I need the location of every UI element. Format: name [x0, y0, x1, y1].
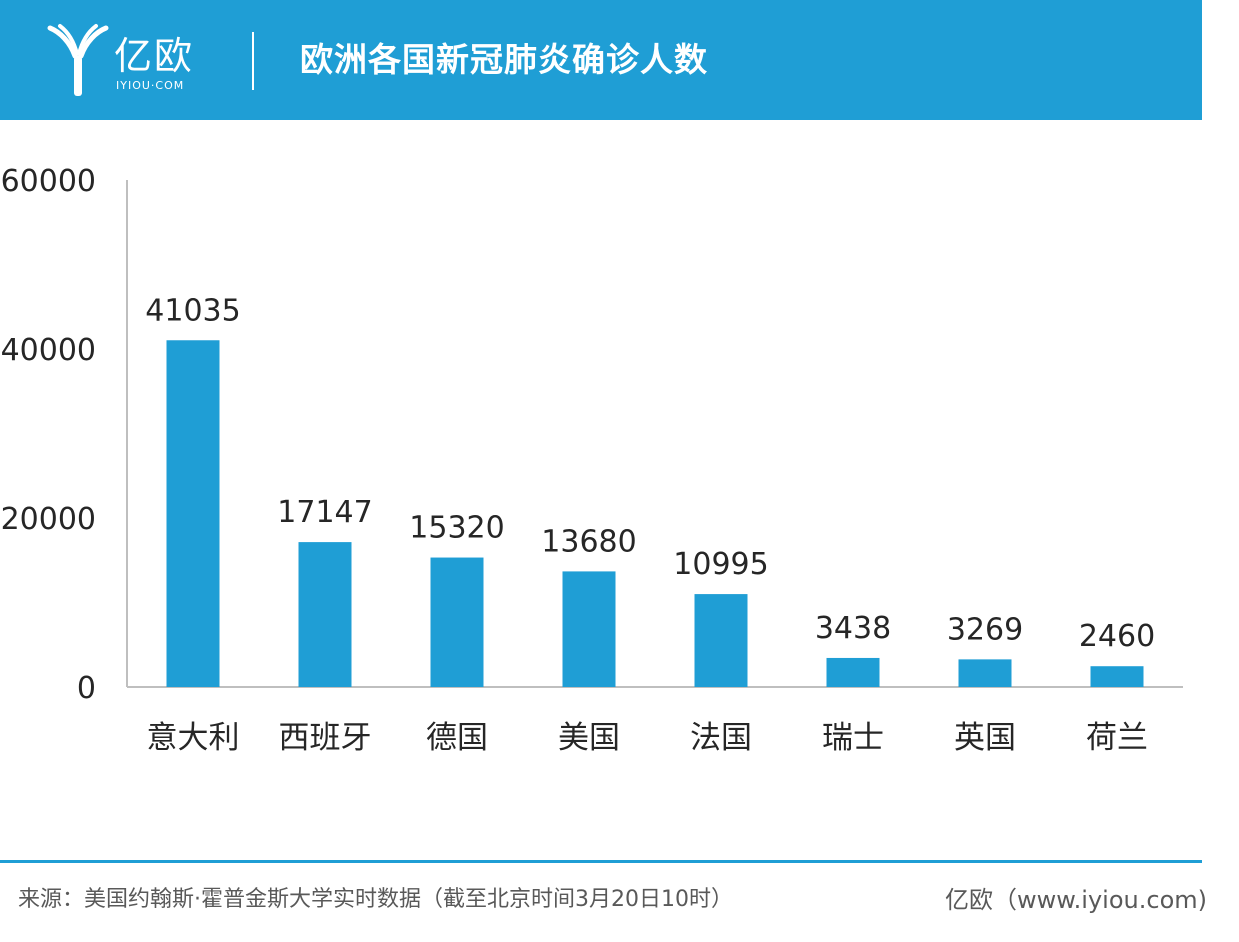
bar-德国[interactable] — [430, 557, 484, 687]
header-divider — [252, 32, 254, 90]
chart-title: 欧洲各国新冠肺炎确诊人数 — [300, 40, 708, 79]
bar-西班牙[interactable] — [298, 542, 352, 687]
data-label: 3269 — [947, 612, 1023, 647]
data-label: 2460 — [1079, 619, 1155, 654]
logo-domain: IYIOU·COM — [116, 79, 185, 92]
x-tick-label: 荷兰 — [1086, 720, 1148, 756]
x-tick-label: 英国 — [954, 720, 1016, 756]
bar-美国[interactable] — [562, 571, 616, 687]
y-tick-label: 20000 — [1, 502, 96, 537]
x-tick-label: 西班牙 — [279, 720, 372, 756]
iyiou-logo-icon — [47, 24, 109, 96]
footer-divider — [0, 860, 1202, 863]
site-credit[interactable]: 亿欧（www.iyiou.com) — [945, 886, 1207, 914]
bar-意大利[interactable] — [166, 340, 220, 687]
bar-英国[interactable] — [958, 659, 1012, 687]
data-label: 17147 — [277, 495, 372, 530]
header-banner: 亿欧 IYIOU·COM 欧洲各国新冠肺炎确诊人数 — [0, 0, 1202, 120]
data-label: 10995 — [673, 547, 768, 582]
data-label: 41035 — [145, 293, 240, 328]
logo-wordmark: 亿欧 — [114, 34, 195, 78]
x-tick-label: 法国 — [690, 720, 752, 756]
bar-瑞士[interactable] — [826, 657, 880, 687]
source-note: 来源：美国约翰斯·霍普金斯大学实时数据（截至北京时间3月20日10时） — [18, 887, 733, 912]
bar-法国[interactable] — [694, 594, 748, 687]
bar-荷兰[interactable] — [1090, 666, 1144, 687]
y-tick-label: 40000 — [1, 333, 96, 368]
y-tick-label: 60000 — [1, 164, 96, 199]
data-label: 13680 — [541, 524, 636, 559]
x-tick-label: 瑞士 — [822, 720, 884, 756]
x-tick-label: 美国 — [558, 720, 620, 756]
x-tick-label: 意大利 — [147, 720, 240, 756]
data-label: 15320 — [409, 511, 504, 546]
x-tick-label: 德国 — [426, 720, 488, 756]
data-label: 3438 — [815, 611, 891, 646]
y-tick-label: 0 — [77, 671, 96, 706]
iyiou-logo[interactable]: 亿欧 IYIOU·COM — [46, 22, 216, 98]
bar-chart: 0 20000 40000 60000 41035 意大利 17147 西班牙 15320 德国… — [1, 164, 1183, 756]
